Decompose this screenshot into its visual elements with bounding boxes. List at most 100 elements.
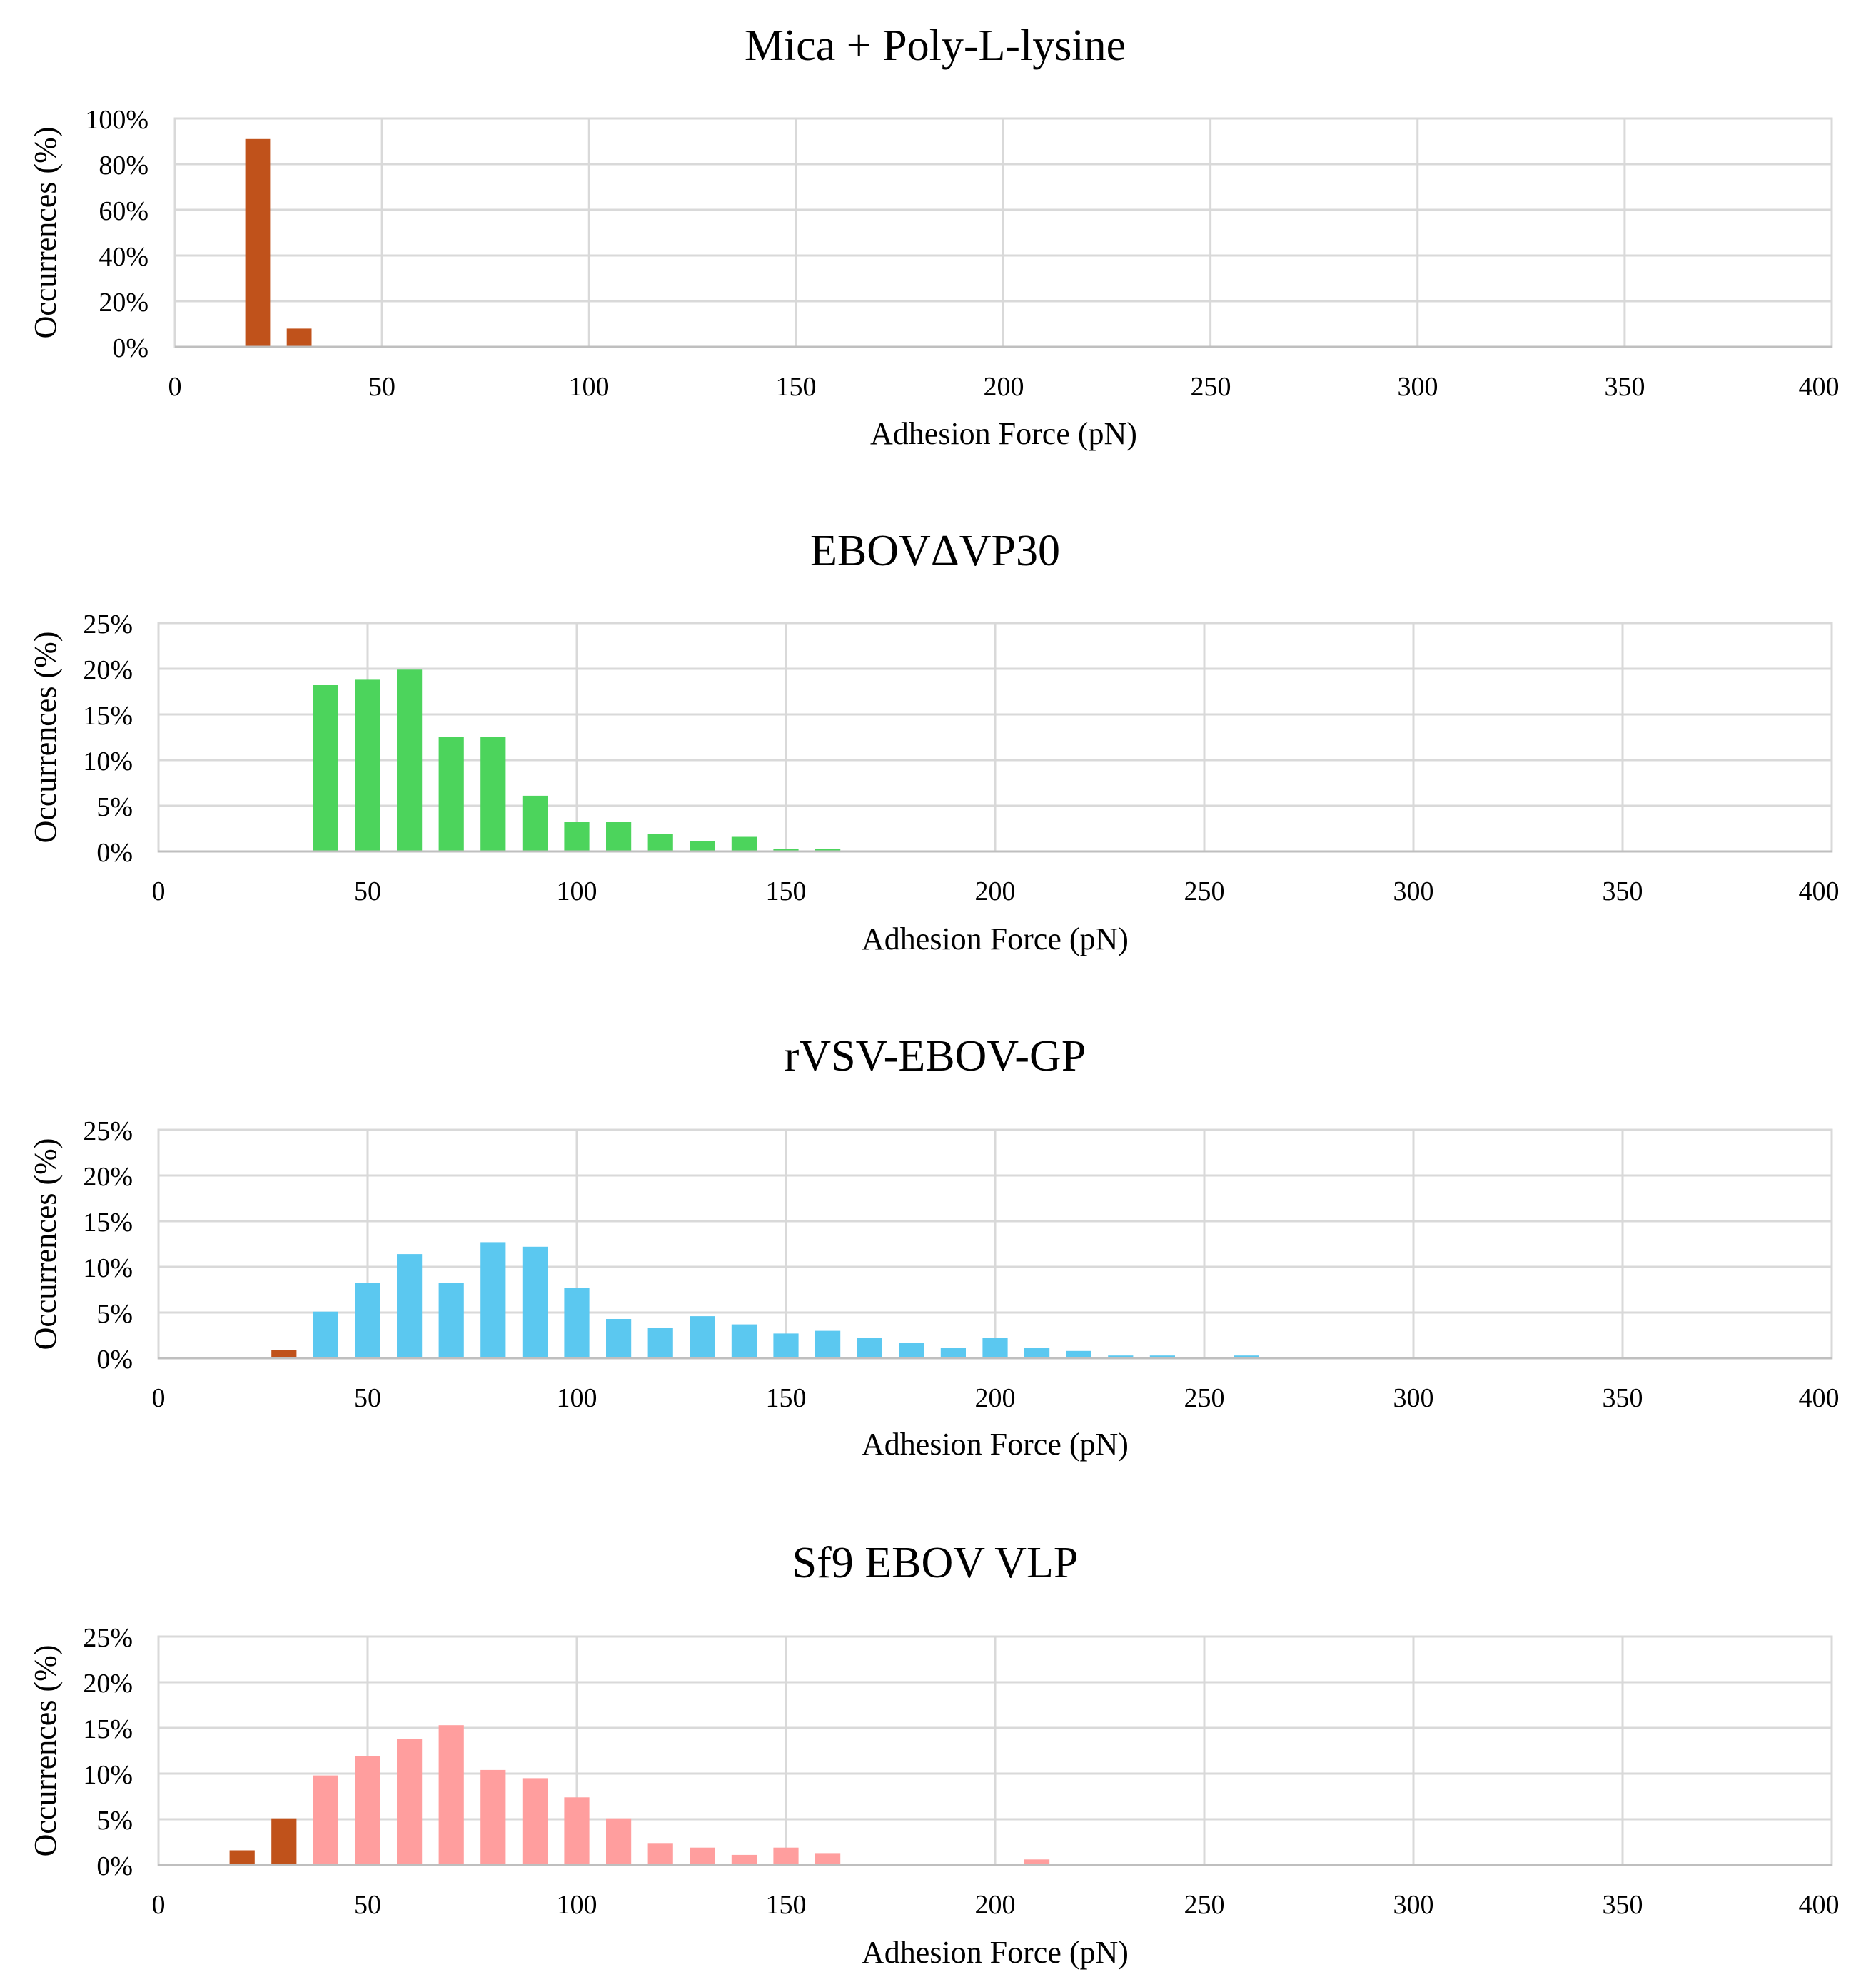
x-tick-label: 100	[557, 1383, 597, 1413]
x-tick-label: 150	[766, 1890, 807, 1920]
histogram-bar	[647, 1843, 673, 1865]
histogram-bar	[245, 138, 271, 348]
histogram-bar	[731, 1854, 757, 1865]
y-axis-label: Occurrences (%)	[28, 632, 63, 844]
y-tick-label: 10%	[83, 747, 133, 777]
gridlines	[175, 118, 1832, 347]
histogram-bar	[480, 1242, 506, 1358]
panel-title: Sf9 EBOV VLP	[792, 1539, 1079, 1587]
y-tick-label: 40%	[99, 242, 148, 272]
x-tick-label: 50	[368, 372, 395, 402]
bars	[313, 669, 841, 851]
histogram-bar	[1066, 1350, 1091, 1358]
x-tick-labels: 0 50 100 150 200 250 300 350 400	[152, 1890, 1840, 1920]
y-tick-label: 15%	[83, 1208, 133, 1238]
histogram-bar	[522, 1778, 548, 1865]
histogram-bar	[480, 1769, 506, 1865]
histogram-bar	[773, 1333, 799, 1358]
histogram-bar	[690, 841, 715, 851]
x-tick-label: 0	[152, 876, 166, 906]
x-tick-labels: 0 50 100 150 200 250 300 350 400	[152, 1383, 1840, 1413]
y-tick-label: 0%	[96, 1851, 133, 1881]
histogram-bar	[564, 1288, 590, 1358]
x-tick-label: 350	[1603, 1890, 1643, 1920]
x-tick-label: 400	[1799, 1383, 1840, 1413]
histogram-bar	[313, 685, 338, 851]
x-axis-label: Adhesion Force (pN)	[862, 921, 1129, 956]
histogram-bar	[397, 1739, 423, 1865]
bars	[229, 1725, 1050, 1865]
x-tick-label: 0	[152, 1890, 166, 1920]
x-tick-label: 400	[1799, 876, 1840, 906]
x-tick-label: 100	[557, 876, 597, 906]
panel-mica-poly-l-lysine: Mica + Poly-L-lysine 0% 20% 40% 60% 80% …	[28, 21, 1840, 451]
histogram-bar	[690, 1847, 715, 1865]
x-tick-label: 350	[1605, 372, 1645, 402]
panel-title: rVSV-EBOV-GP	[785, 1032, 1086, 1081]
x-tick-label: 200	[975, 1383, 1016, 1413]
y-tick-label: 15%	[83, 1714, 133, 1744]
x-tick-label: 50	[354, 1383, 381, 1413]
panel-sf9-ebov-vlp: Sf9 EBOV VLP 0% 5% 10% 15% 20% 25% 0 50 …	[28, 1539, 1840, 1970]
x-axis-label: Adhesion Force (pN)	[862, 1427, 1129, 1462]
histogram-bar	[397, 1254, 423, 1358]
x-tick-label: 200	[984, 372, 1024, 402]
y-tick-labels: 0% 5% 10% 15% 20% 25%	[83, 1116, 133, 1375]
histogram-bar	[773, 849, 799, 851]
histogram-bar	[271, 1350, 297, 1358]
histogram-bar	[355, 679, 380, 851]
x-tick-labels: 0 50 100 150 200 250 300 350 400	[152, 876, 1840, 906]
x-tick-labels: 0 50 100 150 200 250 300 350 400	[168, 372, 1840, 402]
histogram-bar	[286, 328, 312, 347]
histogram-bar	[438, 1725, 464, 1865]
histogram-bar	[773, 1847, 799, 1865]
y-tick-label: 100%	[85, 105, 148, 135]
x-tick-label: 400	[1799, 1890, 1840, 1920]
y-tick-label: 15%	[83, 701, 133, 731]
x-tick-label: 150	[766, 1383, 807, 1413]
bars	[271, 1242, 1259, 1358]
histogram-bar	[271, 1818, 297, 1865]
histogram-bar	[1024, 1348, 1050, 1358]
x-axis-label: Adhesion Force (pN)	[862, 1935, 1129, 1970]
y-tick-label: 20%	[83, 1162, 133, 1192]
x-tick-label: 150	[776, 372, 817, 402]
x-tick-label: 250	[1191, 372, 1231, 402]
histogram-bar	[564, 1797, 590, 1865]
histogram-bar	[355, 1756, 380, 1865]
gridlines	[158, 1637, 1832, 1865]
y-tick-label: 5%	[96, 1806, 133, 1836]
histogram-bar	[731, 836, 757, 851]
histogram-bar	[606, 1319, 632, 1358]
x-tick-label: 150	[766, 876, 807, 906]
histogram-bar	[982, 1338, 1008, 1358]
histogram-bar	[438, 737, 464, 851]
bars	[245, 138, 312, 348]
panel-title: EBOVΔVP30	[810, 527, 1060, 575]
gridlines	[158, 623, 1832, 851]
x-tick-label: 400	[1799, 372, 1840, 402]
histogram-bar	[313, 1775, 338, 1865]
histogram-bar	[1234, 1355, 1259, 1358]
x-tick-label: 300	[1393, 1383, 1434, 1413]
x-tick-label: 200	[975, 876, 1016, 906]
y-tick-label: 10%	[83, 1253, 133, 1283]
y-tick-label: 25%	[83, 1623, 133, 1653]
y-tick-label: 60%	[99, 196, 148, 226]
histogram-bar	[522, 1246, 548, 1358]
histogram-bar	[1149, 1355, 1175, 1358]
y-tick-label: 80%	[99, 151, 148, 181]
y-axis-label: Occurrences (%)	[28, 1645, 63, 1857]
histogram-bar	[815, 1330, 841, 1358]
y-tick-label: 25%	[83, 1116, 133, 1146]
x-tick-label: 250	[1184, 1383, 1225, 1413]
histogram-bar	[899, 1343, 924, 1358]
x-tick-label: 250	[1184, 1890, 1225, 1920]
y-tick-label: 20%	[83, 1669, 133, 1699]
histogram-bar	[815, 849, 841, 851]
x-tick-label: 100	[569, 372, 610, 402]
histogram-bar	[606, 1818, 632, 1865]
panel-title: Mica + Poly-L-lysine	[745, 21, 1126, 70]
histogram-bar	[229, 1850, 255, 1865]
histogram-bar	[522, 795, 548, 851]
